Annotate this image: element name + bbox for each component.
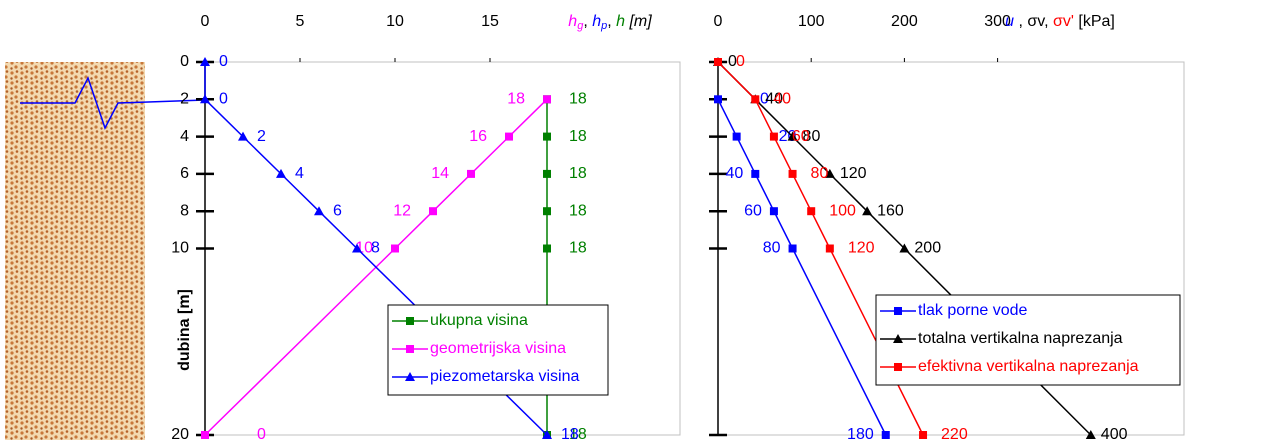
y-tick-label: 20: [171, 426, 189, 440]
data-label: 4: [295, 165, 304, 182]
point: [543, 170, 551, 178]
data-label: 6: [333, 202, 342, 219]
legend-label: ukupna visina: [430, 312, 528, 329]
data-label: 40: [725, 165, 743, 182]
data-label: 18: [569, 202, 587, 219]
point: [770, 207, 778, 215]
x-tick-label: 200: [891, 13, 918, 30]
data-label: 0: [219, 53, 228, 70]
point: [789, 170, 797, 178]
data-label: 12: [393, 202, 411, 219]
point: [751, 170, 759, 178]
legend-label: efektivna vertikalna naprezanja: [918, 358, 1139, 375]
point: [789, 245, 797, 253]
point: [429, 207, 437, 215]
data-label: 180: [847, 426, 874, 440]
point: [807, 207, 815, 215]
point: [201, 431, 209, 439]
point: [882, 431, 890, 439]
data-label: 18: [569, 128, 587, 145]
x-axis-label: u , σv, σv' [kPa]: [1005, 13, 1115, 30]
data-label: 18: [507, 91, 525, 108]
x-axis-label-part: p: [600, 20, 607, 32]
series-line: [718, 99, 886, 435]
legend-marker: [406, 345, 414, 353]
point: [543, 133, 551, 141]
x-axis-label-part: h: [616, 13, 625, 30]
data-label: 80: [763, 240, 781, 257]
x-tick-label: 0: [714, 13, 723, 30]
data-label: 0: [219, 91, 228, 108]
legend-label: piezometarska visina: [430, 368, 580, 385]
data-label: 60: [792, 128, 810, 145]
chart: 051015024681020hg, hp, h [m]dubina [m]18…: [0, 0, 1262, 440]
x-tick-label: 5: [296, 13, 305, 30]
x-axis-label-part: ,: [583, 13, 592, 30]
point: [505, 133, 513, 141]
data-label: 80: [811, 165, 829, 182]
point: [919, 431, 927, 439]
point: [543, 245, 551, 253]
x-axis-label-part: u: [1005, 13, 1014, 30]
data-label: 220: [941, 426, 968, 440]
x-axis-label-part: h: [592, 13, 601, 30]
data-label: 2: [257, 128, 266, 145]
x-axis-label-part: σv': [1053, 13, 1074, 30]
x-tick-label: 15: [481, 13, 499, 30]
point: [714, 58, 722, 66]
point: [714, 95, 722, 103]
point: [391, 245, 399, 253]
data-label: 0: [257, 426, 266, 440]
data-label: 0: [736, 53, 745, 70]
data-label: 8: [371, 240, 380, 257]
x-axis-label-part: h: [568, 13, 577, 30]
point: [543, 207, 551, 215]
x-axis-label-part: ,: [1014, 13, 1027, 30]
data-label: 120: [848, 240, 875, 257]
legend-label: totalna vertikalna naprezanja: [918, 330, 1123, 347]
y-tick-label: 2: [180, 91, 189, 108]
point: [467, 170, 475, 178]
soil-layer: [5, 62, 145, 440]
legend-marker: [894, 307, 902, 315]
data-label: 60: [744, 202, 762, 219]
y-tick-label: 0: [180, 53, 189, 70]
x-axis-label: hg, hp, h [m]: [568, 13, 652, 32]
y-tick-label: 10: [171, 240, 189, 257]
data-label: 18: [569, 240, 587, 257]
x-axis-label-part: σv: [1027, 13, 1045, 30]
y-tick-label: 4: [180, 128, 189, 145]
data-label: 100: [829, 202, 856, 219]
point: [543, 95, 551, 103]
data-label: 16: [469, 128, 487, 145]
y-tick-label: 6: [180, 165, 189, 182]
data-label: 18: [569, 165, 587, 182]
data-label: 18: [569, 91, 587, 108]
point: [751, 95, 759, 103]
point: [733, 133, 741, 141]
point: [826, 245, 834, 253]
x-tick-label: 10: [386, 13, 404, 30]
legend-label: tlak porne vode: [918, 302, 1028, 319]
x-axis-label-part: [kPa]: [1074, 13, 1115, 30]
x-tick-label: 0: [201, 13, 210, 30]
legend-marker: [894, 363, 902, 371]
x-axis-label-part: ,: [1044, 13, 1053, 30]
legend-marker: [406, 317, 414, 325]
x-axis-label-part: [m]: [625, 13, 652, 30]
x-axis-label-part: ,: [607, 13, 616, 30]
y-axis-label: dubina [m]: [176, 289, 193, 371]
data-label: 160: [877, 202, 904, 219]
data-label: 40: [773, 91, 791, 108]
data-label: 200: [914, 240, 941, 257]
legend-label: geometrijska visina: [430, 340, 566, 357]
data-label: 400: [1101, 426, 1128, 440]
y-tick-label: 8: [180, 202, 189, 219]
data-label: 120: [840, 165, 867, 182]
data-label: 18: [561, 426, 579, 440]
data-label: 14: [431, 165, 449, 182]
point: [770, 133, 778, 141]
x-tick-label: 100: [798, 13, 825, 30]
